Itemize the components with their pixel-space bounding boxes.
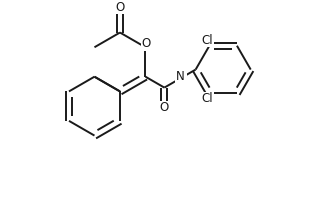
Text: O: O bbox=[141, 37, 150, 50]
Text: Cl: Cl bbox=[201, 92, 213, 105]
Text: H: H bbox=[179, 72, 186, 82]
Text: O: O bbox=[115, 1, 124, 14]
Text: Cl: Cl bbox=[201, 34, 213, 47]
Text: O: O bbox=[160, 101, 169, 114]
Text: N: N bbox=[175, 70, 184, 83]
